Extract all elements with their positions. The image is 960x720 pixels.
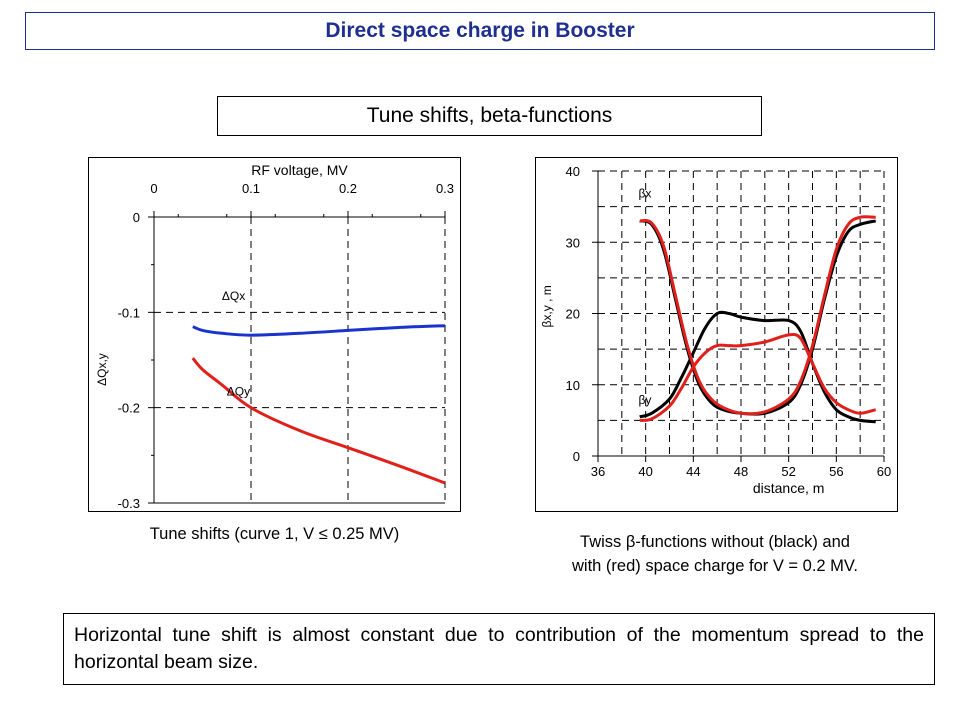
beta-curve-red-3 (639, 333, 877, 422)
x-tick-label: 56 (829, 464, 843, 479)
y-tick-label: 40 (566, 164, 580, 179)
x-tick-label: 52 (781, 464, 795, 479)
y-tick-label: 0 (573, 449, 580, 464)
x-tick-label: 0 (150, 181, 157, 196)
beta-function-chart: 36 40 44 48 52 56 60 0 10 20 30 40 distance, m βx,y ,… (540, 164, 891, 496)
y-tick-label: -0.1 (118, 305, 140, 320)
beta-curve-red-2 (639, 215, 876, 416)
beta-x-annotation: βx (639, 186, 652, 200)
x-tick-label: 36 (591, 464, 605, 479)
note-box: Horizontal tune shift is almost constant… (63, 613, 935, 685)
x-tick-label: 0.2 (339, 181, 357, 196)
x-axis-title: distance, m (753, 480, 825, 496)
x-axis-title-background (741, 480, 837, 496)
y-tick-label: 0 (133, 210, 140, 225)
x-tick-label: 0.1 (242, 181, 260, 196)
tune-shift-chart-frame: 0 0.1 0.2 0.3 0 -0.1 -0.2 -0.3 RF voltage, MV ΔQx… (88, 157, 461, 512)
beta-y-annotation: βy (639, 393, 652, 407)
slide-title: Direct space charge in Booster (25, 12, 935, 50)
y-tick-label: -0.2 (118, 401, 140, 416)
x-tick-label: 0.3 (436, 181, 454, 196)
beta-caption-line1: Twiss β-functions without (black) and (580, 533, 850, 551)
y-tick-label: -0.3 (118, 496, 140, 511)
y-tick-label: 30 (566, 235, 580, 250)
series-label-dqx: ΔQx (222, 289, 245, 303)
y-axis-title: βx,y , m (540, 285, 554, 327)
series-line-dqy (191, 357, 446, 485)
x-tick-label: 48 (734, 464, 748, 479)
tune-shift-chart: 0 0.1 0.2 0.3 0 -0.1 -0.2 -0.3 RF voltage, MV ΔQx… (95, 162, 454, 511)
series-line-dqx (192, 324, 446, 337)
x-tick-label: 44 (686, 464, 700, 479)
y-tick-label: 10 (566, 378, 580, 393)
x-axis-title: RF voltage, MV (251, 162, 348, 178)
beta-caption-line2: with (red) space charge for V = 0.2 MV. (572, 557, 858, 575)
tune-shift-caption: Tune shifts (curve 1, V ≤ 0.25 MV) (149, 525, 400, 543)
x-tick-label: 60 (877, 464, 891, 479)
beta-curve-black-0 (639, 310, 876, 424)
series-label-dqy: ΔQy (227, 384, 250, 398)
beta-function-chart-frame: 36 40 44 48 52 56 60 0 10 20 30 40 distance, m βx,y ,… (535, 157, 898, 512)
y-axis-title: ΔQx,y (95, 353, 109, 386)
x-tick-label: 40 (638, 464, 652, 479)
beta-caption: Twiss β-functions without (black) and wi… (495, 530, 935, 578)
y-tick-label: 20 (566, 307, 580, 322)
slide-subtitle: Tune shifts, beta-functions (217, 96, 762, 136)
